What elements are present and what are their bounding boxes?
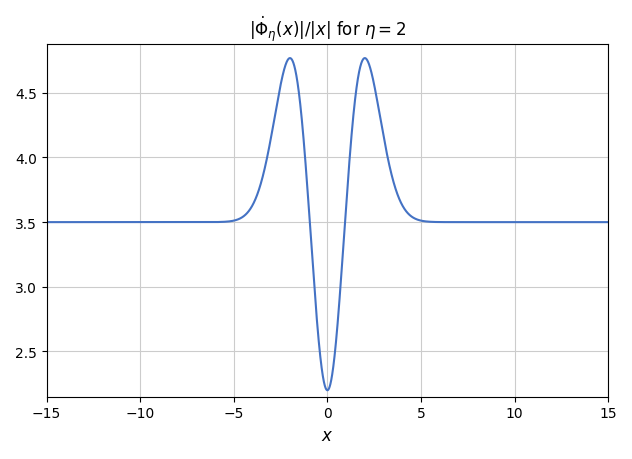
Title: $|\dot{\Phi}_{\eta}(x)|/|x|$ for $\eta = 2$: $|\dot{\Phi}_{\eta}(x)|/|x|$ for $\eta =… bbox=[249, 15, 406, 44]
X-axis label: $x$: $x$ bbox=[321, 426, 334, 444]
